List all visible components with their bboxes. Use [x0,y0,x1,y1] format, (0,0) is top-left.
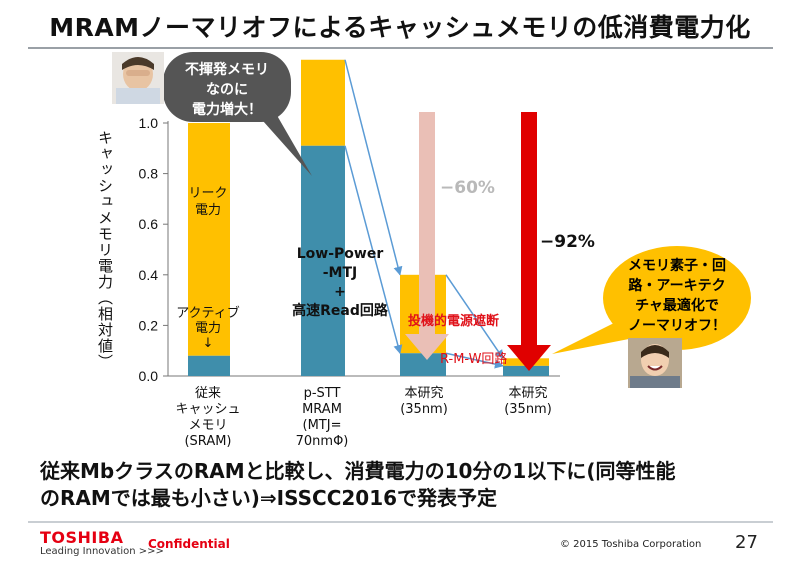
active-label-line: 電力 [194,321,221,336]
bubble-right-line: チャ最適化で [635,298,719,314]
y-tick-label: 0.2 [139,317,159,333]
page-number: 27 [735,532,758,553]
mtj-annotation: Low-Power -MTJ + 高速Read回路 [285,245,395,321]
y-axis-title: キャッシュメモリ電力（相対値） [96,130,114,370]
happy-person-icon [628,338,682,388]
worried-person-icon [112,52,164,104]
summary-line: のRAMでは最も小さい)⇒ISSCC2016で発表予定 [40,486,498,510]
page-title: MRAMノーマリオフによるキャッシュメモリの低消費電力化 [49,13,751,42]
x-category-line: (SRAM) [184,434,232,449]
y-tick-label: 0.4 [139,267,159,283]
x-category-line: キャッシュ [175,402,241,417]
x-category-line: 従来 [194,386,221,401]
x-category-pstt: p-STT MRAM (MTJ= 70nmΦ) [282,386,362,450]
guide-arrow [344,145,403,355]
power-gating-annotation: 投機的電源遮断 [408,314,500,329]
bubble-left-line: 電力増大！ [192,102,262,118]
speech-bubble-right-text: メモリ素子・回 路・アーキテク チャ最適化で ノーマリオフ！ [612,256,742,336]
summary-line: 従来MbクラスのRAMと比較し、消費電力の10分の1以下に(同等性能 [40,459,676,483]
bubble-left-line: 不揮発メモリ [185,62,269,78]
bar-active [301,145,345,376]
guide-arrow [445,352,504,369]
y-tick-label: 0.8 [139,166,159,182]
x-category-sram: 従来 キャッシュ メモリ (SRAM) [168,386,248,450]
reduction-arrow-92 [507,112,551,371]
y-tick-label: 0.0 [139,368,159,384]
mtj-annotation-line: -MTJ [322,265,358,281]
x-category-line: 本研究 [404,386,444,401]
power-bar-chart: 0.0 0.2 0.4 0.6 0.8 1.0 [112,52,751,388]
mtj-annotation-line: 高速Read回路 [292,303,388,319]
footer-divider [28,521,773,523]
active-label-line: アクティブ [176,306,240,321]
speech-bubble-right [552,246,751,354]
title-divider [28,47,773,49]
mtj-annotation-line: + [334,284,346,300]
bubble-left-line: なのに [206,82,248,98]
guide-arrow [445,274,504,360]
reduction-92-label: −92% [540,232,595,252]
leak-label-line: 電力 [194,203,221,218]
x-category-line: (35nm) [504,402,552,417]
x-category-study-1: 本研究 (35nm) [384,386,464,418]
mtj-annotation-line: Low-Power [296,246,384,262]
x-category-study-2: 本研究 (35nm) [488,386,568,418]
toshiba-logo: TOSHIBA [40,528,124,547]
copyright-text: © 2015 Toshiba Corporation [560,539,702,550]
active-label-line: ↓ [202,336,214,351]
confidential-label: Confidential [148,537,230,551]
x-category-line: (35nm) [400,402,448,417]
logo-tagline: Leading Innovation >>> [40,546,164,557]
x-category-line: メモリ [188,418,228,433]
active-power-label: アクティブ 電力 ↓ [172,306,244,351]
x-category-line: MRAM [302,402,342,417]
bar-leak [301,59,345,146]
rmw-circuit-annotation: R-M-W回路 [440,352,508,367]
x-category-line: (MTJ= [302,418,342,433]
bubble-right-line: 路・アーキテク [628,278,726,294]
x-category-line: 70nmΦ) [295,434,349,449]
speech-bubble-left [163,52,312,176]
reduction-arrow-60 [405,112,449,360]
summary-text: 従来MbクラスのRAMと比較し、消費電力の10分の1以下に(同等性能 のRAMで… [40,458,780,512]
leak-label-line: リーク [188,186,228,201]
bar-leak [188,123,230,356]
x-category-line: p-STT [303,386,341,401]
bar-active [188,355,230,376]
bubble-right-line: メモリ素子・回 [628,258,726,274]
guide-arrow [344,59,403,276]
bubble-right-line: ノーマリオフ！ [628,318,726,334]
bar-active [503,365,549,376]
leak-power-label: リーク 電力 [178,185,238,219]
bar-active [400,353,446,376]
reduction-60-label: −60% [440,178,495,198]
y-tick-label: 0.6 [139,216,159,232]
x-category-line: 本研究 [508,386,548,401]
speech-bubble-left-text: 不揮発メモリ なのに 電力増大！ [172,60,282,120]
y-tick-label: 1.0 [139,115,159,131]
